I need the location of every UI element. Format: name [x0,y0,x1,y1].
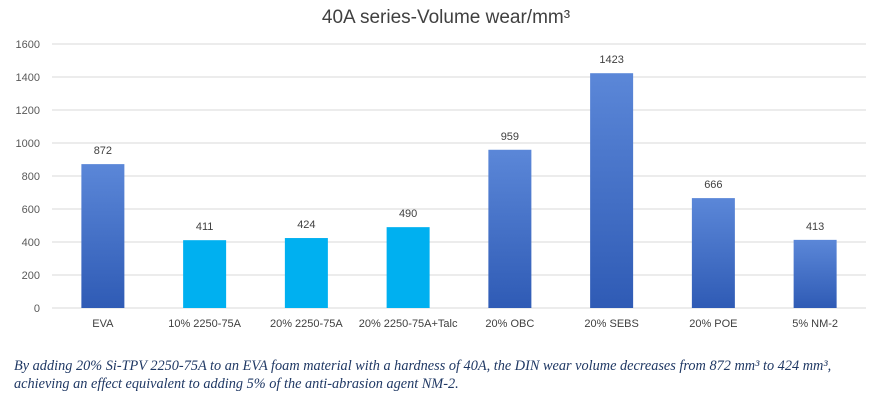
data-label: 411 [196,221,214,233]
x-tick-label: 20% 2250-75A+Talc [359,318,458,330]
x-tick-label: 10% 2250-75A [168,318,241,330]
x-tick-label: 20% 2250-75A [270,318,343,330]
y-tick-label: 1000 [16,138,40,150]
y-tick-label: 1600 [16,39,40,51]
chart-title: 40A series-Volume wear/mm³ [322,7,570,28]
x-tick-label: EVA [92,318,114,330]
bar [793,239,837,308]
x-tick-label: 20% POE [689,318,737,330]
bar [488,149,532,308]
data-label: 424 [297,219,315,231]
bar [81,164,125,308]
y-axis-ticks: 0 200 400 600 800 1000 1200 1400 1600 [16,39,40,315]
chart-caption: By adding 20% Si-TPV 2250-75A to an EVA … [14,358,832,392]
y-tick-label: 200 [22,270,40,282]
data-label: 872 [94,145,112,157]
data-labels: 872 411 424 490 959 1423 666 413 [94,54,825,233]
bar [183,240,227,308]
y-tick-label: 600 [22,204,40,216]
data-label: 490 [399,208,417,220]
bar [590,73,634,308]
x-tick-label: 20% OBC [485,318,534,330]
bars [81,73,837,308]
data-label: 666 [704,179,722,191]
x-tick-label: 5% NM-2 [792,318,838,330]
data-label: 1423 [599,54,623,66]
bar-chart: 40A series-Volume wear/mm³ 0 200 400 600 800… [16,7,866,330]
data-label: 959 [501,131,519,143]
bar [284,238,328,308]
y-tick-label: 400 [22,237,40,249]
bar [691,198,735,308]
x-axis-ticks: EVA 10% 2250-75A 20% 2250-75A 20% 2250-75A+… [92,318,838,330]
x-tick-label: 20% SEBS [584,318,638,330]
y-tick-label: 800 [22,171,40,183]
y-tick-label: 0 [34,303,40,315]
gridlines [52,43,866,309]
y-tick-label: 1400 [16,72,40,84]
y-tick-label: 1200 [16,105,40,117]
data-label: 413 [806,221,824,233]
bar [386,227,430,308]
